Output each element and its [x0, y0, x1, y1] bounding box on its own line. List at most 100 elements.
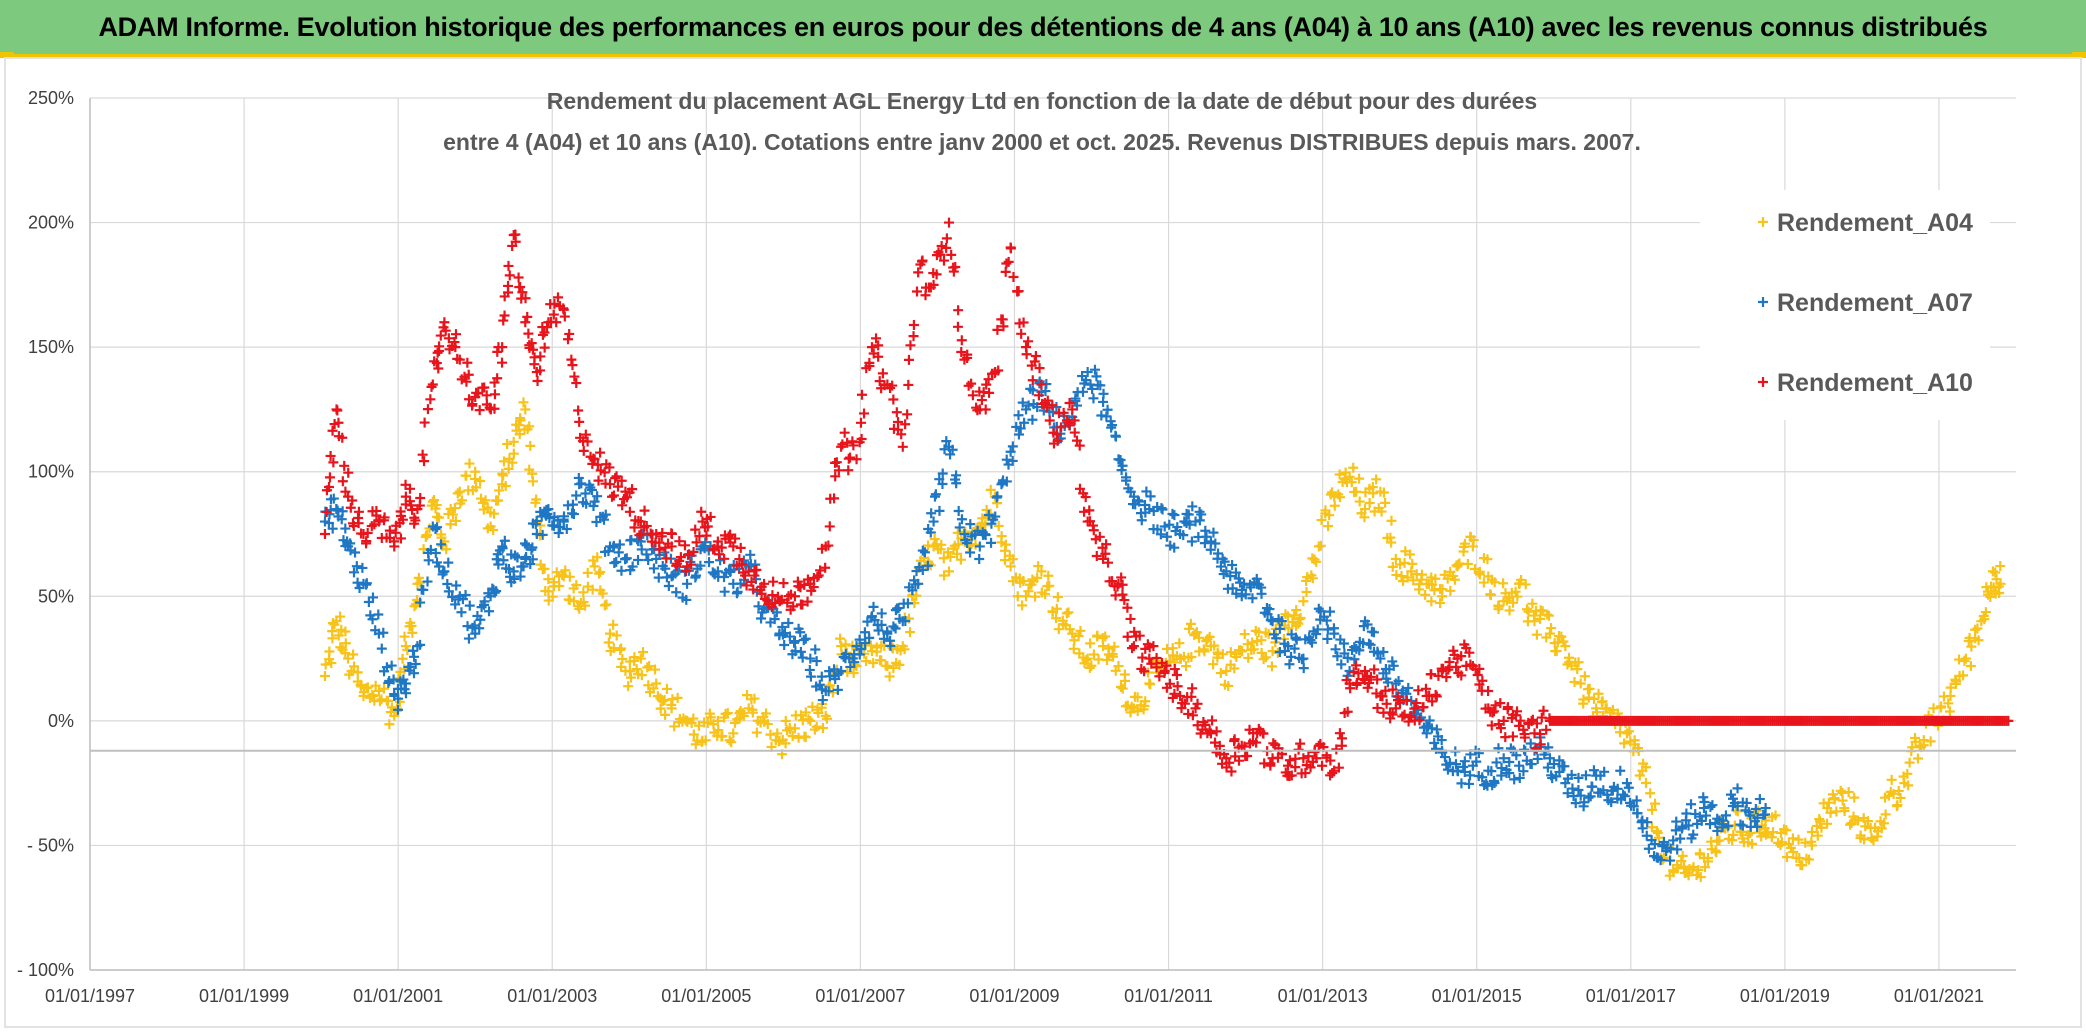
- data-point-interp: [1804, 854, 1815, 865]
- data-point: [605, 628, 616, 639]
- x-tick-label: 01/01/1997: [45, 986, 135, 1006]
- data-point-interp: [1768, 827, 1779, 838]
- data-point-interp: [888, 394, 899, 405]
- data-point-interp: [611, 471, 622, 482]
- data-point-interp: [535, 351, 546, 362]
- data-point-interp: [337, 432, 348, 443]
- data-point-interp: [1101, 539, 1112, 550]
- data-point-interp: [1208, 659, 1219, 670]
- data-point-interp: [643, 555, 654, 566]
- data-point-interp: [681, 594, 692, 605]
- data-point-interp: [1247, 593, 1258, 604]
- data-point-interp: [354, 582, 365, 593]
- data-point-interp: [1387, 709, 1398, 720]
- data-point-interp: [1169, 510, 1180, 521]
- data-point-interp: [650, 664, 661, 675]
- data-point: [1360, 666, 1371, 677]
- data-point-interp: [1334, 728, 1345, 739]
- data-point-interp: [823, 540, 834, 551]
- data-point-interp: [654, 537, 665, 548]
- data-point-interp: [723, 564, 734, 575]
- data-point-interp: [980, 404, 991, 415]
- data-point-interp: [1327, 487, 1338, 498]
- data-point-interp: [802, 596, 813, 607]
- data-point-interp: [623, 681, 634, 692]
- data-point-interp: [1155, 529, 1166, 540]
- data-point-interp: [340, 648, 351, 659]
- data-point-interp: [549, 298, 560, 309]
- data-point-interp: [521, 551, 532, 562]
- series-Rendement_A04: [319, 397, 2006, 883]
- data-point-interp: [952, 548, 963, 559]
- data-point-interp: [1535, 613, 1546, 624]
- data-point-interp: [518, 397, 529, 408]
- data-point-interp: [376, 643, 387, 654]
- data-point-interp: [397, 514, 408, 525]
- data-point-interp: [328, 618, 339, 629]
- data-point-interp: [1696, 815, 1707, 826]
- data-point-interp: [573, 472, 584, 483]
- data-point-interp: [1959, 655, 1970, 666]
- x-tick-label: 01/01/2003: [507, 986, 597, 1006]
- data-point-interp: [1368, 627, 1379, 638]
- data-point-interp: [337, 476, 348, 487]
- data-point-interp: [1164, 519, 1175, 530]
- data-point-interp: [1080, 492, 1091, 503]
- data-point-interp: [672, 692, 683, 703]
- data-point-interp: [1187, 710, 1198, 721]
- x-tick-label: 01/01/2007: [815, 986, 905, 1006]
- data-point-interp: [1017, 600, 1028, 611]
- data-point-interp: [1542, 762, 1553, 773]
- data-point-interp: [803, 714, 814, 725]
- data-point-interp: [800, 633, 811, 644]
- data-point-interp: [916, 256, 927, 267]
- data-point-interp: [905, 340, 916, 351]
- data-point-interp: [1376, 506, 1387, 517]
- data-point-interp: [1558, 636, 1569, 647]
- data-point-interp: [946, 249, 957, 260]
- data-point-interp: [1185, 618, 1196, 629]
- data-point-interp: [899, 644, 910, 655]
- data-point-interp: [1430, 689, 1441, 700]
- data-point-interp: [1293, 618, 1304, 629]
- data-point-interp: [813, 570, 824, 581]
- data-point-interp: [1459, 767, 1470, 778]
- data-point-interp: [1213, 548, 1224, 559]
- data-point-interp: [343, 467, 354, 478]
- data-point-interp: [616, 661, 627, 672]
- data-point-interp: [473, 388, 484, 399]
- data-point-interp: [691, 570, 702, 581]
- data-point-interp: [348, 567, 359, 578]
- data-point-interp: [1378, 647, 1389, 658]
- data-point-interp: [1231, 652, 1242, 663]
- x-tick-label: 01/01/2017: [1586, 986, 1676, 1006]
- data-point-interp: [1145, 491, 1156, 502]
- data-point-interp: [503, 260, 514, 271]
- data-point-interp: [854, 634, 865, 645]
- data-point-interp: [352, 667, 363, 678]
- data-point-interp: [1525, 738, 1536, 749]
- data-point-interp: [1591, 707, 1602, 718]
- data-point-interp: [1904, 757, 1915, 768]
- data-point-interp: [1776, 837, 1787, 848]
- data-point-interp: [1388, 660, 1399, 671]
- data-point-interp: [588, 500, 599, 511]
- data-point-interp: [1199, 646, 1210, 657]
- legend-label: Rendement_A04: [1777, 209, 1973, 237]
- data-point-interp: [1268, 738, 1279, 749]
- data-point: [1082, 367, 1093, 378]
- data-point-interp: [1301, 586, 1312, 597]
- data-point-interp: [1538, 705, 1549, 716]
- data-point-interp: [941, 233, 952, 244]
- data-point-interp: [1888, 788, 1899, 799]
- data-point-interp: [443, 557, 454, 568]
- data-point-interp: [323, 517, 334, 528]
- data-point-interp: [1120, 675, 1131, 686]
- data-point-interp: [499, 456, 510, 467]
- data-point-interp: [561, 524, 572, 535]
- data-point: [319, 671, 330, 682]
- data-point-interp: [627, 484, 638, 495]
- data-point-interp: [569, 371, 580, 382]
- data-point-interp: [704, 557, 715, 568]
- data-point-interp: [1414, 715, 1425, 726]
